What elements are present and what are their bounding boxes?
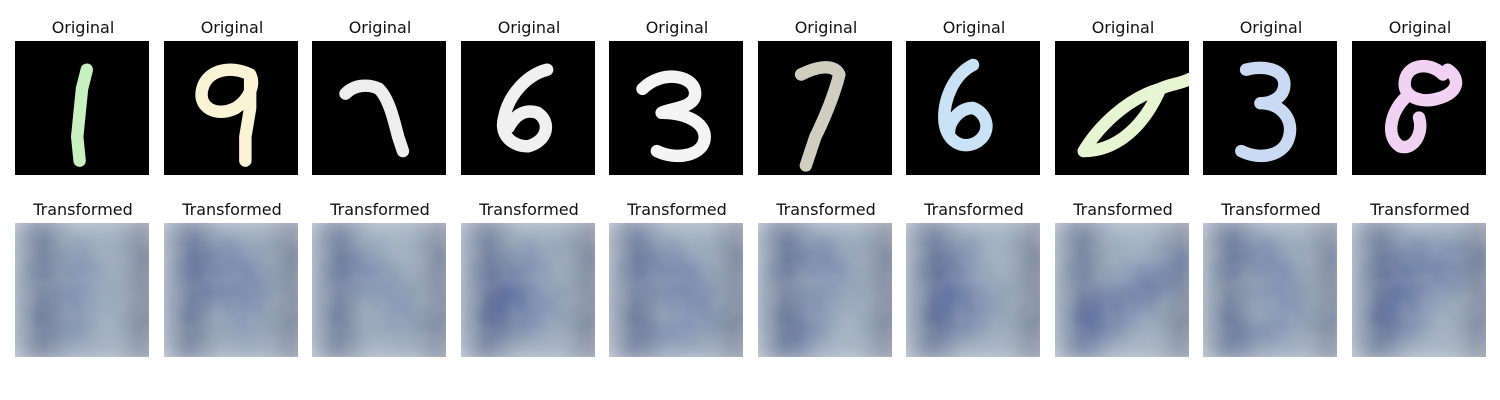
transformed-cell: Transformed	[906, 198, 1042, 368]
transformed-digit-image	[164, 223, 298, 357]
original-cell: Original	[312, 16, 448, 186]
original-digit-image	[461, 41, 595, 175]
original-cell: Original	[609, 16, 745, 186]
original-title: Original	[348, 18, 412, 37]
digit-stroke	[1077, 73, 1189, 158]
transformed-title: Transformed	[1370, 200, 1470, 219]
transformed-cell: Transformed	[164, 198, 300, 368]
original-cell: Original	[1203, 16, 1339, 186]
transformed-title: Transformed	[33, 200, 133, 219]
transformed-digit-image	[906, 223, 1040, 357]
original-title: Original	[1091, 18, 1155, 37]
transformed-cell: Transformed	[461, 198, 597, 368]
transformed-cell: Transformed	[15, 198, 151, 368]
original-title: Original	[51, 18, 115, 37]
original-row: Original Original Original Original Original…	[0, 16, 1500, 186]
original-title: Original	[645, 18, 709, 37]
transformed-digit-image	[758, 223, 892, 357]
digit-stroke	[496, 63, 554, 153]
original-cell: Original	[1055, 16, 1191, 186]
original-title: Original	[497, 18, 561, 37]
transformed-digit-image	[1203, 223, 1337, 357]
transformed-cell: Transformed	[1203, 198, 1339, 368]
digit-stroke	[938, 58, 993, 152]
transformed-cell: Transformed	[1352, 198, 1488, 368]
original-digit-image	[758, 41, 892, 175]
digit-stroke	[195, 63, 259, 167]
original-cell: Original	[1352, 16, 1488, 186]
transformed-title: Transformed	[330, 200, 430, 219]
digit-stroke	[339, 79, 410, 158]
original-cell: Original	[758, 16, 894, 186]
digit-stroke	[1385, 59, 1463, 154]
transformed-digit-image	[1352, 223, 1486, 357]
original-digit-image	[164, 41, 298, 175]
original-cell: Original	[461, 16, 597, 186]
original-cell: Original	[15, 16, 151, 186]
transformed-title: Transformed	[182, 200, 282, 219]
original-cell: Original	[906, 16, 1042, 186]
transformed-digit-image	[1055, 223, 1189, 357]
transformed-title: Transformed	[627, 200, 727, 219]
transformed-digit-image	[15, 223, 149, 357]
digit-stroke	[70, 63, 94, 167]
original-digit-image	[1352, 41, 1486, 175]
original-digit-image	[1203, 41, 1337, 175]
original-digit-image	[1055, 41, 1189, 175]
transformed-cell: Transformed	[312, 198, 448, 368]
original-digit-image	[312, 41, 446, 175]
original-title: Original	[1239, 18, 1303, 37]
transformed-digit-image	[312, 223, 446, 357]
digit-stroke	[794, 61, 846, 172]
original-digit-image	[15, 41, 149, 175]
original-title: Original	[1388, 18, 1452, 37]
transformed-row: Transformed Transformed Transformed Transfo…	[0, 198, 1500, 368]
original-digit-image	[906, 41, 1040, 175]
original-title: Original	[200, 18, 264, 37]
digit-stroke	[636, 70, 711, 163]
original-cell: Original	[164, 16, 300, 186]
transformed-cell: Transformed	[1055, 198, 1191, 368]
original-digit-image	[609, 41, 743, 175]
digit-stroke	[1235, 61, 1297, 163]
transformed-title: Transformed	[479, 200, 579, 219]
original-title: Original	[942, 18, 1006, 37]
transformed-title: Transformed	[776, 200, 876, 219]
transformed-cell: Transformed	[609, 198, 745, 368]
transformed-title: Transformed	[1221, 200, 1321, 219]
transformed-title: Transformed	[1073, 200, 1173, 219]
transformed-cell: Transformed	[758, 198, 894, 368]
transformed-title: Transformed	[924, 200, 1024, 219]
transformed-digit-image	[609, 223, 743, 357]
image-background	[312, 41, 446, 175]
transformed-digit-image	[461, 223, 595, 357]
original-title: Original	[794, 18, 858, 37]
